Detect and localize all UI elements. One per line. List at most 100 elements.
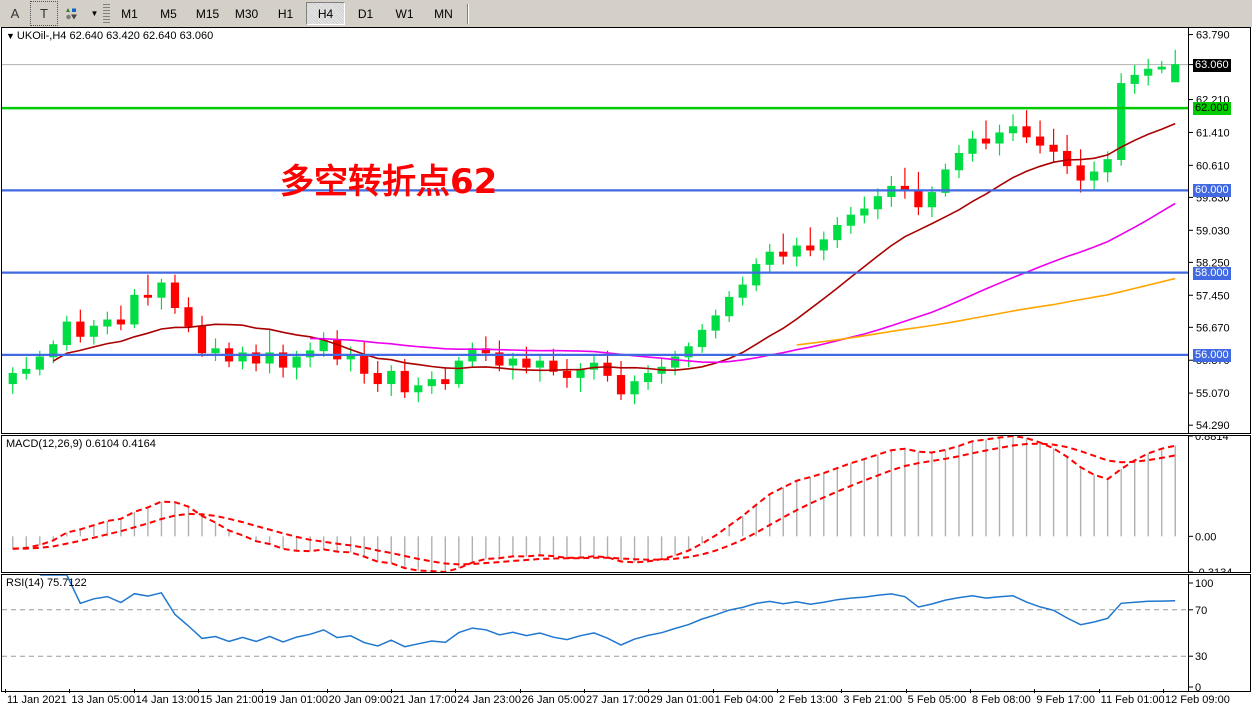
x-axis-label: 14 Jan 13:00 [135,694,200,706]
x-axis-label: 12 Feb 09:00 [1165,694,1230,706]
x-axis-tick [1163,689,1164,693]
macd-scale[interactable]: 0.8814 0.00 -0.3134 [1188,436,1250,572]
symbol-ohlc-text: UKOil-,H4 62.640 63.420 62.640 63.060 [16,30,214,42]
price-plot[interactable] [2,28,1188,433]
x-axis-tick [841,689,843,693]
timeframe-h4[interactable]: H4 [306,2,345,25]
x-axis-tick [262,689,264,693]
svg-text:57.450: 57.450 [1196,290,1230,302]
current-price-tag: 63.060 [1193,58,1231,72]
level-tag-60.000: 60.000 [1193,184,1231,198]
timeframe-d1[interactable]: D1 [357,6,374,21]
rsi-scale-ticks: 100 70 30 0 [1189,578,1213,691]
timeframe-m1[interactable]: M1 [121,6,138,21]
x-axis-label: 21 Jan 17:00 [393,694,457,706]
chart-area: ▼ UKOil-,H4 62.640 63.420 62.640 63.060 6… [0,27,1252,711]
svg-text:58.250: 58.250 [1196,257,1230,269]
x-axis-tick [970,689,971,693]
symbol-header: ▼ UKOil-,H4 62.640 63.420 62.640 63.060 [6,30,213,42]
level-tag-62.000: 62.000 [1193,102,1231,116]
svg-text:54.290: 54.290 [1196,420,1230,432]
svg-text:63.790: 63.790 [1196,30,1230,42]
x-axis-label: 3 Feb 21:00 [843,694,903,706]
x-axis-tick [326,689,328,693]
x-axis-tick [455,689,457,693]
x-axis-label: 8 Feb 08:00 [972,694,1031,706]
x-axis-label: 27 Jan 17:00 [586,694,650,706]
macd-scale-ticks: 0.8814 0.00 -0.3134 [1189,436,1232,572]
text-box-icon[interactable]: T [30,1,58,26]
shapes-icon[interactable] [60,2,86,25]
rsi-pane[interactable]: RSI(14) 75.7122 100 70 30 0 [1,574,1251,692]
x-axis-label: 15 Jan 21:00 [200,694,264,706]
text-box-glyph: T [40,6,48,21]
svg-text:70: 70 [1195,605,1207,617]
chart-annotation: 多空转折点62 [280,162,498,202]
x-axis-label: 1 Feb 04:00 [714,694,774,706]
x-axis-label: 5 Feb 05:00 [907,694,967,706]
toolbar-gripper[interactable] [103,3,110,24]
text-label-icon[interactable]: A [2,2,28,25]
price-svg [2,49,1188,405]
x-axis-tick [5,689,6,693]
x-axis-tick [391,689,392,693]
svg-text:56.670: 56.670 [1196,322,1230,334]
x-axis-tick [1034,689,1036,693]
timeframe-m15[interactable]: M15 [195,6,220,21]
x-axis-tick [648,689,650,693]
svg-text:0.8814: 0.8814 [1195,436,1229,443]
shapes-glyph [66,7,77,19]
svg-text:30: 30 [1195,651,1207,663]
price-scale[interactable]: 63.79063.06062.21061.41060.61059.83059.0… [1188,28,1250,433]
macd-svg [12,436,1176,572]
x-axis-label: 11 Jan 2021 [7,694,67,706]
rsi-label: RSI(14) 75.7122 [6,577,87,589]
x-axis-tick [519,689,521,693]
x-axis-label: 19 Jan 01:00 [264,694,328,706]
x-axis-label: 20 Jan 09:00 [328,694,393,706]
timeframe-w1[interactable]: W1 [395,6,414,21]
x-axis-label: 29 Jan 01:00 [650,694,714,706]
svg-text:100: 100 [1195,578,1213,590]
timeframe-h1[interactable]: H1 [277,6,294,21]
level-tag-56.000: 56.000 [1193,348,1231,362]
x-axis-label: 26 Jan 05:00 [521,694,586,706]
x-axis-label: 24 Jan 23:00 [457,694,521,706]
timeframe-m5[interactable]: M5 [160,6,177,21]
svg-text:61.410: 61.410 [1196,127,1230,139]
x-axis-tick [198,689,199,693]
macd-label: MACD(12,26,9) 0.6104 0.4164 [6,438,156,450]
macd-pane[interactable]: MACD(12,26,9) 0.6104 0.4164 0.8814 0.00 -0… [1,435,1251,573]
shapes-dropdown-caret[interactable]: ▼ [88,2,100,25]
toolbar: A T ▼ M1 M5 M15 M30 H1 H4 D1 W1 MN [0,0,1252,28]
timeframe-m30[interactable]: M30 [234,6,259,21]
timeframe-mn[interactable]: MN [434,6,453,21]
chevron-down-icon: ▼ [90,9,99,18]
price-scale-ticks: 63.79063.06062.21061.41060.61059.83059.0… [1189,30,1230,432]
svg-text:59.030: 59.030 [1196,225,1230,237]
x-axis-tick [777,689,778,693]
x-axis-tick [1098,689,1100,693]
rsi-scale[interactable]: 100 70 30 0 [1188,575,1250,691]
x-axis-label: 9 Feb 17:00 [1036,694,1096,706]
svg-text:55.070: 55.070 [1196,388,1230,400]
svg-text:0: 0 [1195,682,1201,691]
svg-text:60.610: 60.610 [1196,160,1230,172]
macd-plot[interactable] [2,436,1188,572]
price-pane[interactable]: ▼ UKOil-,H4 62.640 63.420 62.640 63.060 6… [1,27,1251,434]
toolbar-separator [467,3,468,24]
x-axis-label: 11 Feb 01:00 [1100,694,1165,706]
rsi-svg [2,575,1188,657]
x-axis-tick [905,689,907,693]
collapse-arrow-icon[interactable]: ▼ [6,31,15,41]
x-axis: 11 Jan 2021 13 Jan 05:00 14 Jan 13:00 15 Ja… [1,689,1251,711]
x-axis-label: 2 Feb 13:00 [779,694,838,706]
x-axis-tick [584,689,585,693]
level-tag-58.000: 58.000 [1193,266,1231,280]
rsi-plot[interactable] [2,575,1188,691]
x-axis-tick [69,689,71,693]
svg-text:-0.3134: -0.3134 [1195,567,1232,572]
text-label-glyph: A [10,6,20,21]
x-axis-tick [133,689,135,693]
